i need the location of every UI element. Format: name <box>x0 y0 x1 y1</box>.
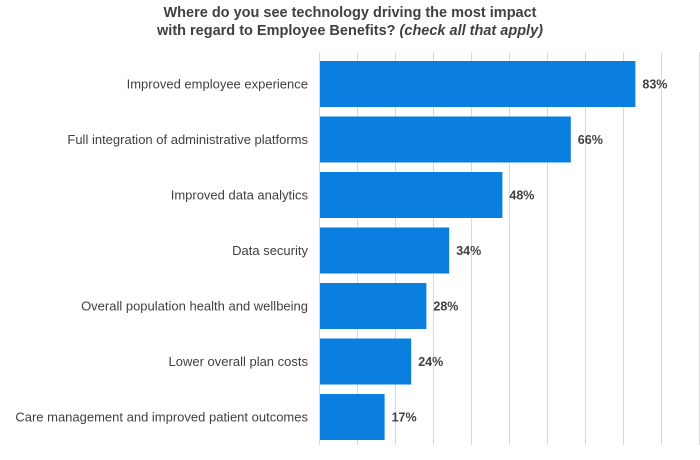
value-label: 34% <box>456 244 481 258</box>
value-label: 28% <box>433 300 458 314</box>
bar <box>320 394 385 440</box>
bar <box>320 172 503 218</box>
bar <box>320 116 571 163</box>
bar-layer <box>320 61 636 440</box>
chart-title-line-2-italic: (check all that apply) <box>399 23 543 39</box>
value-label: 24% <box>418 355 443 369</box>
chart-title-line-1: Where do you see technology driving the … <box>163 5 537 21</box>
chart-title-line-2-text: with regard to Employee Benefits? <box>157 23 396 39</box>
bar <box>320 61 636 107</box>
category-label: Care management and improved patient out… <box>15 410 308 425</box>
value-label: 83% <box>642 78 667 92</box>
category-label: Improved employee experience <box>127 77 308 92</box>
chart-title: Where do you see technology driving the … <box>0 4 700 40</box>
bar <box>320 338 412 385</box>
category-label: Overall population health and wellbeing <box>81 299 308 314</box>
chart-title-line-2: with regard to Employee Benefits? (check… <box>0 22 700 40</box>
value-label: 66% <box>578 133 603 147</box>
label-layer: Improved employee experience 83% Full inte… <box>15 77 667 425</box>
value-label: 17% <box>392 411 417 425</box>
category-label: Full integration of administrative platf… <box>67 132 308 147</box>
bar <box>320 283 427 329</box>
category-label: Improved data analytics <box>171 188 309 203</box>
bar <box>320 227 450 274</box>
category-label: Data security <box>232 243 308 258</box>
value-label: 48% <box>509 189 534 203</box>
category-label: Lower overall plan costs <box>169 354 309 369</box>
